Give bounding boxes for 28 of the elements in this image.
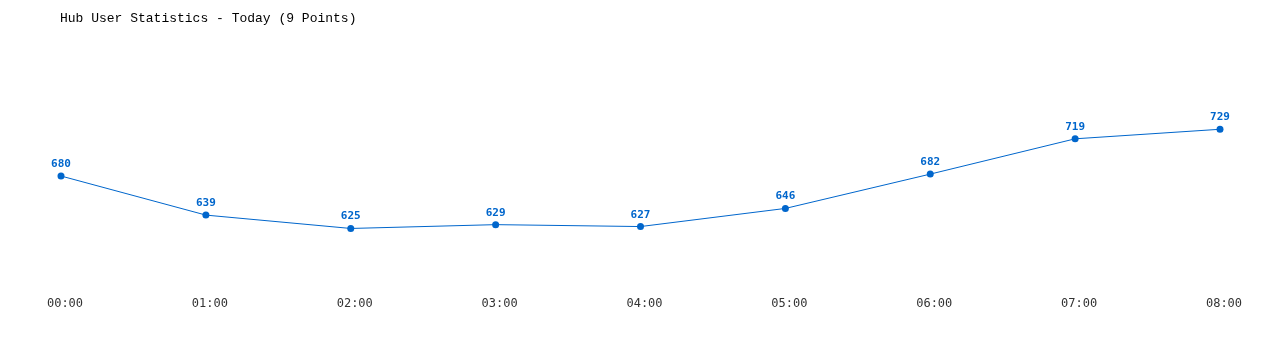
x-tick-label: 05:00 xyxy=(771,296,808,310)
data-label: 639 xyxy=(195,196,216,210)
data-label: 719 xyxy=(1065,119,1086,133)
x-tick-label: 01:00 xyxy=(191,296,228,310)
point xyxy=(1071,135,1079,143)
point xyxy=(1216,125,1224,133)
data-label: 682 xyxy=(920,155,941,169)
x-tick-label: 07:00 xyxy=(1061,296,1098,310)
x-tick-label: 03:00 xyxy=(481,296,518,310)
data-label: 625 xyxy=(340,209,361,223)
x-tick-label: 04:00 xyxy=(626,296,663,310)
x-tick-label: 00:00 xyxy=(46,296,84,310)
data-label: 729 xyxy=(1210,110,1230,124)
point xyxy=(492,221,500,229)
point xyxy=(57,172,65,180)
chart-title: Hub User Statistics - Today (9 Points) xyxy=(60,11,357,26)
x-tick-label: 08:00 xyxy=(1205,296,1243,310)
point xyxy=(202,211,210,219)
x-tick-label: 06:00 xyxy=(916,296,953,310)
point xyxy=(637,223,644,231)
x-tick-label: 02:00 xyxy=(336,296,373,310)
data-label: 646 xyxy=(775,189,796,203)
data-label: 629 xyxy=(485,205,506,219)
point xyxy=(926,170,934,178)
point xyxy=(781,204,789,212)
data-label: 627 xyxy=(630,207,651,221)
data-label: 680 xyxy=(51,157,71,171)
point xyxy=(347,224,355,232)
